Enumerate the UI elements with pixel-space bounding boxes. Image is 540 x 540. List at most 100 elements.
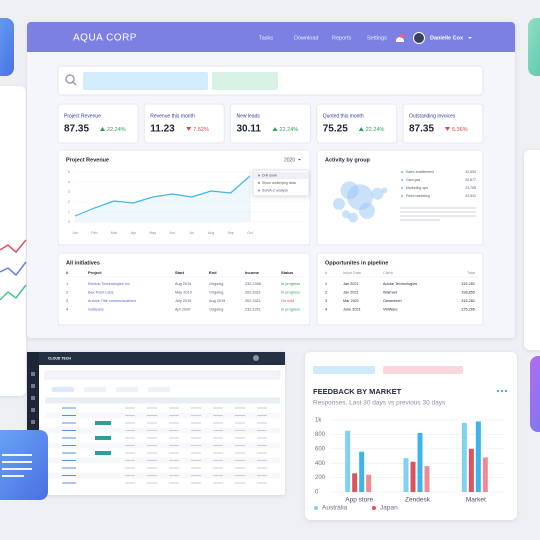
brand: AQUA CORP (73, 33, 137, 44)
kpi-label: Quoted this month (323, 113, 364, 119)
cloud-table (31, 370, 281, 486)
card (316, 252, 484, 326)
cell: Walmart (383, 291, 398, 295)
cell: 1 (325, 282, 327, 286)
x-tick-label: Market (466, 497, 486, 504)
cell: 315,281 (461, 282, 475, 286)
sidebar-icon (31, 372, 35, 376)
cloud-pill (95, 436, 111, 440)
menu-icon (258, 174, 260, 177)
card (57, 252, 311, 326)
x-tick-label: Jan (72, 231, 78, 235)
side-card (0, 86, 26, 396)
y-tick-label: 400 (315, 461, 326, 467)
kpi-change: 22.24% (107, 127, 126, 133)
kpi-change: 22.24% (280, 127, 299, 133)
cell: 202,3321 (245, 291, 261, 295)
y-tick-label: 3 (68, 190, 70, 194)
menu-highlight (254, 172, 308, 179)
caret (468, 37, 472, 39)
bar (410, 461, 416, 492)
legend-value: 23,765 (465, 186, 476, 190)
legend-label: Sales enablement (406, 170, 434, 174)
cloud-row (45, 435, 280, 441)
trend-arrow (358, 127, 364, 131)
kpi-card (57, 103, 139, 144)
cloud-tab[interactable] (116, 387, 138, 392)
x-tick-label: May (149, 231, 156, 235)
menu-icon (258, 182, 260, 184)
cloud-tab[interactable] (148, 387, 170, 392)
kpi-card (316, 103, 398, 144)
cell: Mar 2021 (343, 299, 359, 303)
cell: 3 (325, 299, 327, 303)
search-icon (72, 81, 77, 86)
column-header: End (209, 270, 217, 275)
legend-dot (400, 178, 404, 182)
trend-arrow (100, 127, 105, 131)
cell: Aug 2019 (209, 299, 225, 303)
cell: In progress (281, 308, 300, 312)
column-header: # (66, 270, 69, 275)
kpi-card (230, 103, 311, 144)
cloud-row (45, 420, 280, 426)
cell: In progress (281, 282, 300, 286)
x-tick-label: Feb (91, 231, 97, 235)
x-tick-label: Jul (189, 231, 194, 235)
cell: Apr 2020 (175, 308, 190, 312)
cloud-pill (95, 421, 111, 425)
more-menu[interactable] (496, 389, 508, 393)
card-title: Activity by group (325, 157, 371, 163)
card-subtitle: Responses, Last 30 days vs previous 30 d… (313, 400, 446, 407)
side-line (0, 239, 27, 254)
cell: 125,265 (461, 308, 475, 312)
avatar[interactable] (413, 32, 425, 44)
menu-icon (258, 189, 260, 192)
x-tick-label: Jun (169, 231, 175, 235)
kpi-card (143, 103, 225, 144)
cell: 4 (325, 308, 327, 312)
cell: 3 (66, 299, 68, 303)
caret (298, 159, 301, 161)
y-tick-label: 200 (315, 475, 326, 481)
cell: 2 (325, 291, 327, 295)
cell: Jan 2021 (343, 282, 359, 286)
column-header: Total (467, 271, 475, 275)
kpi-value: 11.23 (150, 124, 175, 135)
cloud-row (45, 427, 280, 434)
bell-icon[interactable] (396, 37, 404, 42)
feedback-card (305, 352, 517, 520)
side-card (524, 150, 540, 350)
cell: GoBeans (88, 308, 104, 312)
cloud-tab[interactable] (84, 387, 106, 392)
sidebar-icon (31, 384, 35, 388)
sidebar-icon (31, 408, 35, 412)
y-tick-label: 4 (68, 180, 70, 184)
x-tick-label: Apr (131, 231, 137, 235)
bubble (359, 202, 375, 219)
legend-dot (400, 170, 404, 174)
legend-label: Field marketing (406, 194, 430, 198)
cloud-row (45, 397, 280, 404)
legend-value: 23,541 (465, 194, 476, 198)
notification-dot (400, 34, 404, 38)
cloud-brand: CLOUD TECH (48, 356, 71, 360)
card (316, 149, 484, 246)
side-tile (530, 356, 540, 432)
kpi-label: New leads (237, 113, 261, 119)
cell: May 2019 (175, 291, 192, 295)
cloud-row (45, 472, 280, 479)
y-tick-label: 0 (68, 220, 70, 224)
legend-label: Japan (380, 505, 398, 512)
cell: Ongoing (209, 291, 223, 295)
legend-value: 25,877 (465, 178, 476, 182)
cell: Ongoing (209, 308, 223, 312)
cloud-tab[interactable] (52, 387, 74, 392)
nav-link: Tasks (259, 35, 273, 41)
bar (366, 474, 372, 492)
column-header: Start (175, 270, 185, 275)
card-title: Project Revenue (66, 157, 109, 163)
x-tick-label: Zendesk (405, 497, 431, 504)
cell: VMWare (383, 308, 398, 312)
